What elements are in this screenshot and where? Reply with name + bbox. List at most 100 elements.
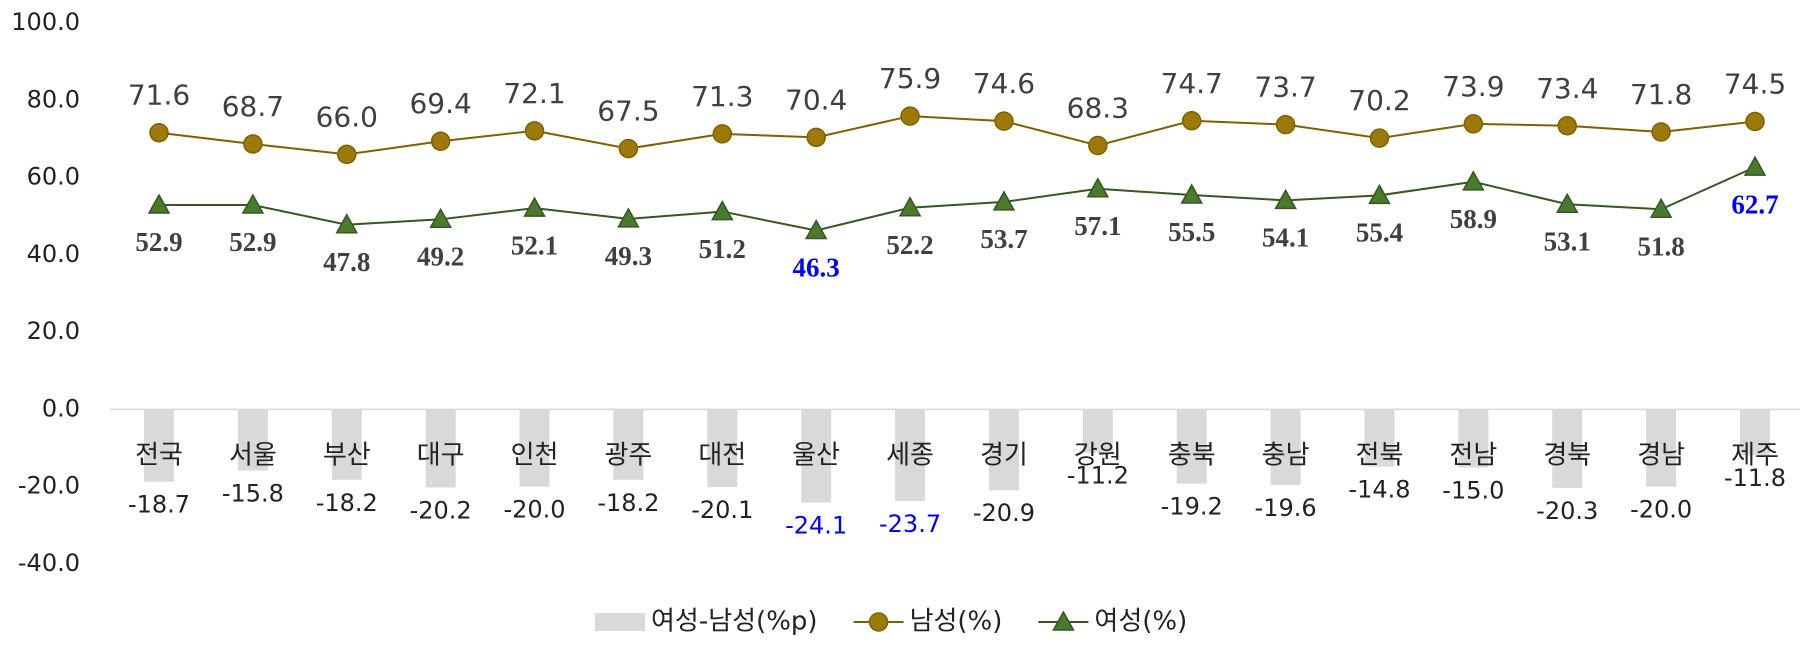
data-label: 70.4 — [785, 83, 847, 116]
data-label: 52.9 — [229, 227, 276, 257]
marker — [429, 207, 452, 229]
y-tick-label: 0.0 — [42, 394, 80, 422]
x-tick-label: 서울 — [229, 441, 277, 471]
x-tick-label: 부산 — [323, 441, 371, 471]
bar — [1176, 409, 1207, 484]
data-label: -24.1 — [785, 512, 847, 540]
marker — [1180, 183, 1203, 204]
legend-marker — [868, 612, 889, 632]
marker — [1088, 135, 1108, 156]
data-label: 74.5 — [1724, 68, 1786, 101]
line — [158, 115, 1756, 156]
data-label: 55.4 — [1356, 218, 1403, 248]
marker — [1743, 155, 1767, 176]
marker — [1086, 177, 1110, 198]
y-tick-label: 20.0 — [27, 317, 80, 345]
data-label: 51.8 — [1637, 231, 1684, 261]
data-label: 53.1 — [1544, 226, 1591, 256]
x-tick-label: 경기 — [980, 441, 1028, 471]
marker — [711, 200, 734, 221]
x-tick-label: 충남 — [1262, 441, 1310, 471]
x-tick-label: 전국 — [135, 441, 183, 471]
bar — [1270, 409, 1301, 486]
data-label: 75.9 — [879, 62, 941, 95]
x-tick-label: 충북 — [1168, 441, 1216, 471]
x-tick-label: 광주 — [604, 441, 652, 471]
data-label: -18.2 — [597, 489, 659, 517]
data-label: 68.7 — [222, 90, 284, 123]
marker — [992, 190, 1016, 211]
data-label: -20.1 — [691, 496, 753, 524]
data-label: 51.2 — [699, 234, 746, 264]
legend-label: 남성(%) — [910, 607, 1003, 637]
data-label: 57.1 — [1074, 211, 1121, 241]
data-label: -14.8 — [1348, 476, 1410, 504]
y-tick-label: 80.0 — [27, 85, 80, 113]
data-label: -15.8 — [222, 479, 284, 507]
bar — [519, 409, 550, 487]
x-tick-label: 경북 — [1543, 441, 1591, 471]
marker — [900, 106, 920, 126]
bar — [1458, 409, 1489, 468]
data-label: 49.3 — [605, 241, 652, 271]
data-label: 71.8 — [1630, 78, 1692, 111]
data-label: 74.7 — [1161, 67, 1223, 100]
marker — [1368, 183, 1391, 205]
marker — [617, 207, 640, 228]
bar — [988, 409, 1019, 491]
x-tick-label: 대전 — [698, 441, 746, 471]
bar — [707, 409, 738, 488]
x-tick-label: 전남 — [1449, 441, 1497, 471]
data-label: -19.6 — [1255, 494, 1317, 522]
y-tick-label: -40.0 — [18, 549, 80, 577]
bar — [144, 409, 174, 482]
marker — [1555, 192, 1579, 213]
x-tick-label: 경남 — [1637, 441, 1685, 471]
data-label: 70.2 — [1348, 84, 1410, 117]
data-label: 66.0 — [316, 100, 378, 133]
data-label: -20.9 — [973, 499, 1035, 527]
y-tick-label: -20.0 — [18, 472, 80, 500]
data-label: 55.5 — [1168, 217, 1215, 247]
y-tick-label: 40.0 — [27, 240, 80, 268]
marker — [524, 121, 545, 141]
data-label: 47.8 — [323, 247, 370, 277]
marker — [1275, 114, 1296, 135]
x-tick-label: 울산 — [792, 441, 840, 471]
data-label: 71.6 — [128, 79, 190, 112]
data-label: -11.8 — [1724, 464, 1786, 492]
marker — [337, 144, 357, 165]
legend-label: 여성-남성(%p) — [651, 607, 818, 637]
data-label: 53.7 — [980, 224, 1027, 254]
data-label: -23.7 — [879, 510, 941, 538]
marker — [1651, 122, 1671, 142]
x-tick-label: 세종 — [886, 441, 934, 471]
marker — [430, 131, 451, 151]
legend-label: 여성(%) — [1094, 607, 1187, 637]
data-label: -18.2 — [316, 489, 378, 517]
data-label: -20.2 — [410, 496, 472, 524]
y-tick-label: 100.0 — [11, 8, 80, 36]
marker — [1649, 197, 1673, 219]
data-label: -20.0 — [1630, 496, 1692, 524]
marker — [618, 138, 639, 159]
bar — [237, 409, 268, 471]
bar — [1740, 409, 1770, 456]
data-label: 49.2 — [417, 242, 464, 272]
bar — [331, 409, 362, 480]
legend-marker — [1052, 610, 1075, 631]
marker — [1369, 128, 1390, 148]
data-label: 52.2 — [886, 230, 933, 260]
marker — [804, 218, 828, 240]
marker — [898, 196, 922, 217]
bar — [1646, 409, 1677, 487]
marker — [1745, 111, 1765, 132]
marker — [147, 193, 171, 214]
data-label: 68.3 — [1067, 91, 1129, 124]
marker — [1181, 111, 1202, 131]
data-label: 72.1 — [503, 77, 565, 110]
x-tick-label: 전북 — [1356, 441, 1404, 471]
marker — [712, 124, 733, 144]
marker — [243, 134, 263, 154]
